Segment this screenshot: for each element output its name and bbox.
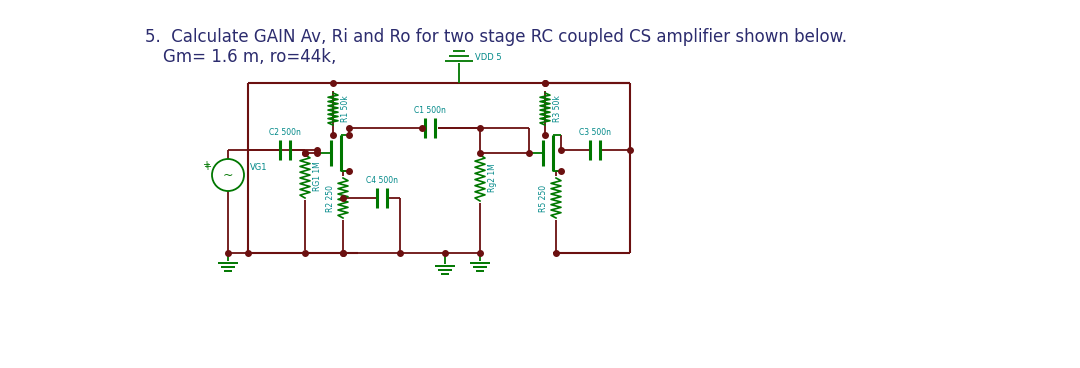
Text: R3 50k: R3 50k [553,96,562,123]
Text: +: + [202,160,210,170]
Text: R2 250: R2 250 [326,184,335,212]
Text: C1 500n: C1 500n [414,106,446,115]
Text: VG1: VG1 [249,163,268,171]
Text: RG1 1M: RG1 1M [313,162,322,191]
Text: 5.  Calculate GAIN Av, Ri and Ro for two stage RC coupled CS amplifier shown bel: 5. Calculate GAIN Av, Ri and Ro for two … [145,28,847,46]
Text: C2 500n: C2 500n [269,128,301,137]
Text: C4 500n: C4 500n [366,176,399,185]
Text: Gm= 1.6 m, ro=44k,: Gm= 1.6 m, ro=44k, [163,48,336,66]
Text: ~: ~ [222,169,233,181]
Text: +: + [203,162,211,172]
Text: R1 50k: R1 50k [341,96,350,123]
Text: R5 250: R5 250 [539,184,548,212]
Text: C3 500n: C3 500n [579,128,611,137]
Text: VDD 5: VDD 5 [475,53,501,61]
Text: Rg2 1M: Rg2 1M [488,164,497,192]
